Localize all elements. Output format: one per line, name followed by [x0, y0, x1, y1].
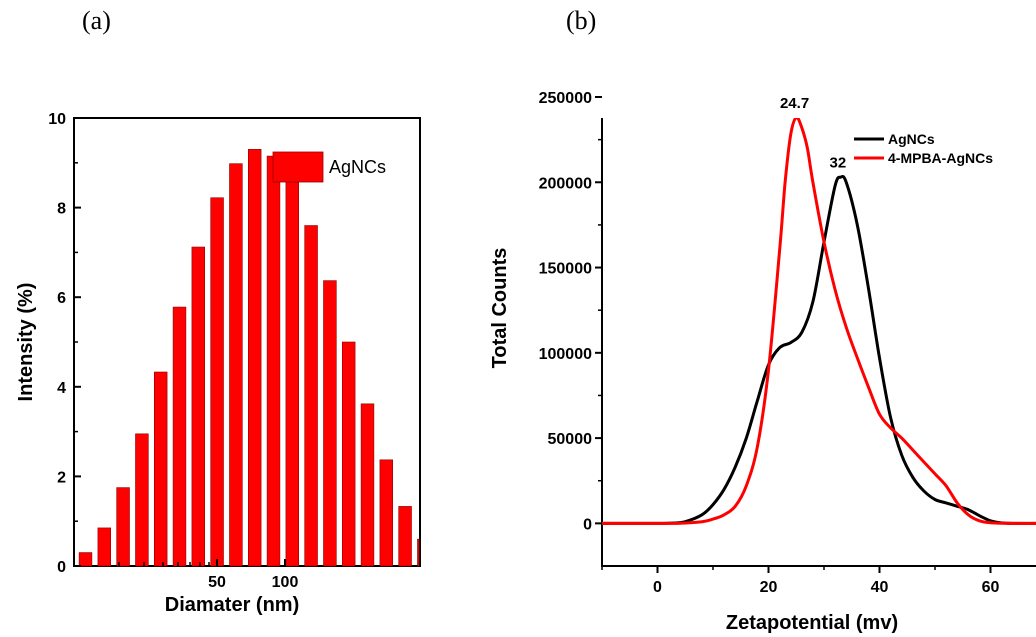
b-ytick-label-0: 0	[583, 516, 592, 533]
chart-a-xlabel: Diamater (nm)	[165, 594, 299, 616]
b-xtick-label-0: 0	[653, 579, 662, 596]
chart-b-xlabel: Zetapotential (mv)	[726, 612, 898, 634]
bar-18	[417, 538, 420, 567]
panel-label-b: (b)	[566, 6, 597, 35]
b-ytick-label-1: 50000	[548, 431, 593, 448]
chart-b-ylabel: Total Counts	[489, 248, 511, 369]
bar-1	[97, 527, 112, 567]
bar-3	[135, 433, 149, 567]
a-ytick-label-4: 8	[57, 201, 66, 218]
bar-4	[154, 371, 168, 567]
a-xtick-label-0: 50	[208, 574, 226, 591]
b-ytick-label-2: 100000	[539, 346, 592, 363]
bar-0	[78, 552, 93, 567]
b-xtick-label-2: 40	[871, 579, 889, 596]
a-xtick-label-1: 100	[272, 574, 299, 591]
bar-12	[304, 225, 318, 567]
a-ytick-label-3: 6	[57, 290, 66, 307]
chart-b: 0 50000 100000 150000 200000 250000 0 20 40 60 2…	[489, 90, 1036, 634]
chart-a-legend-swatch	[272, 151, 324, 183]
a-ytick-label-0: 0	[57, 559, 66, 576]
bar-15	[360, 403, 375, 567]
chart-a: 0 2 4 6 8 10 50 100 Diamater (nm) Intensity (%…	[15, 111, 421, 616]
bar-8	[229, 163, 243, 567]
bar-13	[323, 280, 337, 567]
chart-b-axis-lines	[601, 118, 1036, 567]
chart-a-ylabel: Intensity (%)	[15, 283, 37, 402]
b-ytick-label-4: 200000	[539, 175, 592, 192]
b-annotation-0: 24.7	[780, 95, 809, 112]
chart-b-legend-label-0: AgNCs	[888, 131, 935, 147]
a-ytick-label-5: 10	[48, 111, 66, 128]
a-ytick-label-1: 2	[57, 469, 66, 486]
b-xtick-label-1: 20	[760, 579, 778, 596]
b-annotation-1: 32	[830, 154, 847, 171]
bar-7	[210, 197, 224, 567]
b-ytick-label-5: 250000	[539, 90, 592, 107]
chart-a-legend-label: AgNCs	[329, 157, 386, 177]
bar-2	[116, 487, 130, 567]
chart-b-legend-label-1: 4-MPBA-AgNCs	[888, 150, 993, 166]
b-ytick-label-3: 150000	[539, 261, 592, 278]
series-line-0	[602, 174, 1036, 525]
bar-5	[172, 306, 187, 567]
a-ytick-label-2: 4	[57, 380, 66, 397]
panel-label-a: (a)	[82, 6, 111, 35]
bar-11	[285, 181, 299, 567]
bar-17	[398, 506, 412, 567]
b-xtick-label-3: 60	[982, 579, 1000, 596]
chart-a-legend: AgNCs	[272, 151, 386, 183]
chart-b-legend: AgNCs 4-MPBA-AgNCs	[854, 131, 993, 166]
bar-6	[191, 246, 205, 567]
bar-9	[248, 149, 262, 567]
series-line-1	[602, 118, 1036, 525]
bar-10	[266, 155, 281, 567]
bar-14	[341, 341, 356, 567]
bar-16	[379, 459, 393, 567]
